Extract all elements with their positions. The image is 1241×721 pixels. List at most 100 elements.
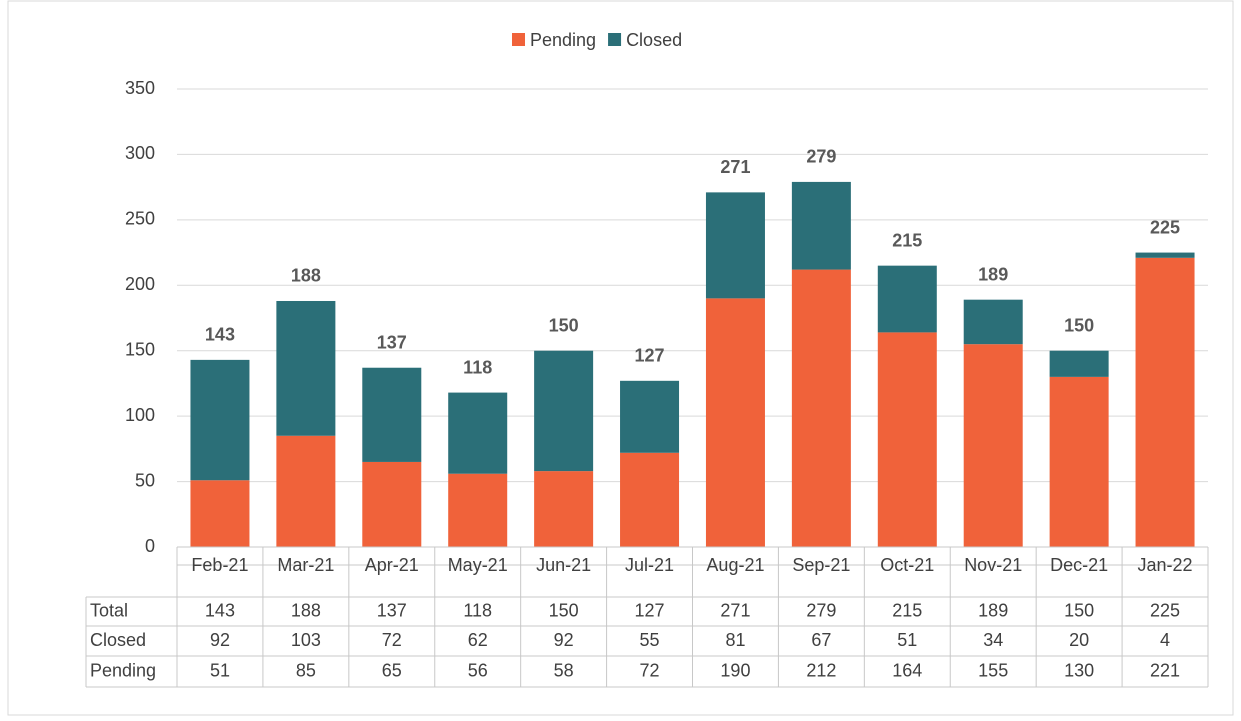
y-tick-label: 50	[135, 470, 155, 490]
total-label: 215	[892, 230, 922, 250]
y-tick-label: 250	[125, 209, 155, 229]
table-cell: 164	[892, 660, 922, 680]
total-label: 150	[1064, 315, 1094, 335]
table-cell: 150	[549, 600, 579, 620]
table-cell: 118	[463, 600, 492, 620]
bar-segment	[877, 265, 937, 333]
chart-border	[7, 0, 1234, 716]
table-cell: 188	[291, 600, 321, 620]
table-cell: 92	[554, 630, 574, 650]
bar-segment	[448, 473, 508, 547]
table-cell: 56	[468, 660, 488, 680]
x-tick-label: Aug-21	[706, 555, 764, 575]
legend-swatch	[512, 33, 525, 46]
table-cell: 72	[640, 660, 660, 680]
table-cell: 55	[640, 630, 660, 650]
table-cell: 189	[978, 600, 1008, 620]
total-label: 127	[635, 346, 665, 366]
x-tick-label: Jul-21	[625, 555, 674, 575]
table-cell: 34	[983, 630, 1003, 650]
x-tick-label: Dec-21	[1050, 555, 1108, 575]
x-tick-label: Nov-21	[964, 555, 1022, 575]
total-label: 189	[978, 264, 1008, 284]
y-tick-label: 150	[125, 339, 155, 359]
table-cell: 62	[468, 630, 488, 650]
bar-segment	[1135, 257, 1195, 547]
x-tick-label: Mar-21	[277, 555, 334, 575]
bar-segment	[1135, 252, 1195, 258]
bar-segment	[877, 332, 937, 547]
table-cell: 81	[725, 630, 745, 650]
bar-segment	[534, 471, 594, 547]
total-label: 188	[291, 266, 321, 286]
table-cell: 72	[382, 630, 402, 650]
bar-segment	[791, 181, 851, 270]
total-label: 279	[806, 147, 836, 167]
table-cell: 215	[892, 600, 922, 620]
table-cell: 85	[296, 660, 316, 680]
bar-segment	[620, 452, 680, 547]
bar-segment	[963, 299, 1023, 345]
table-cell: 67	[811, 630, 831, 650]
x-tick-label: Apr-21	[365, 555, 419, 575]
table-cell: 225	[1150, 600, 1180, 620]
bar-segment	[276, 300, 336, 436]
legend-label: Closed	[626, 30, 682, 50]
x-tick-label: Feb-21	[191, 555, 248, 575]
total-label: 143	[205, 325, 235, 345]
table-row-label: Pending	[90, 660, 156, 680]
table-cell: 58	[554, 660, 574, 680]
table-cell: 279	[806, 600, 836, 620]
table-cell: 150	[1064, 600, 1094, 620]
table-cell: 92	[210, 630, 230, 650]
total-label: 137	[377, 332, 407, 352]
bar-segment	[190, 480, 250, 547]
bar-segment	[276, 435, 336, 547]
table-cell: 20	[1069, 630, 1089, 650]
bar-segment	[1049, 350, 1109, 377]
bar-segment	[190, 359, 250, 481]
table-row-label: Closed	[90, 630, 146, 650]
total-label: 118	[463, 357, 492, 377]
x-tick-label: Oct-21	[880, 555, 934, 575]
y-tick-label: 0	[145, 536, 155, 556]
legend-label: Pending	[530, 30, 596, 50]
table-cell: 127	[635, 600, 665, 620]
total-label: 150	[549, 315, 579, 335]
table-cell: 155	[978, 660, 1008, 680]
bar-segment	[1049, 376, 1109, 547]
table-row-label: Total	[90, 600, 128, 620]
legend-swatch	[608, 33, 622, 46]
total-label: 225	[1150, 217, 1180, 237]
table-cell: 4	[1160, 630, 1170, 650]
table-cell: 221	[1150, 660, 1180, 680]
total-label: 271	[720, 157, 750, 177]
table-cell: 51	[210, 660, 230, 680]
table-cell: 271	[720, 600, 750, 620]
table-cell: 143	[205, 600, 235, 620]
x-tick-label: Sep-21	[792, 555, 850, 575]
bar-segment	[705, 192, 765, 299]
y-tick-label: 350	[125, 78, 155, 98]
bar-segment	[963, 344, 1023, 547]
table-cell: 130	[1064, 660, 1094, 680]
y-tick-label: 100	[125, 405, 155, 425]
bar-segment	[534, 350, 594, 472]
bar-segment	[620, 380, 680, 453]
x-tick-label: May-21	[448, 555, 508, 575]
table-cell: 51	[897, 630, 917, 650]
bar-segment	[448, 392, 508, 474]
x-tick-label: Jan-22	[1138, 555, 1193, 575]
x-tick-label: Jun-21	[536, 555, 591, 575]
bar-segment	[791, 269, 851, 547]
table-cell: 212	[806, 660, 836, 680]
bar-segment	[362, 461, 422, 547]
table-cell: 65	[382, 660, 402, 680]
bar-segment	[362, 367, 422, 462]
y-tick-label: 300	[125, 143, 155, 163]
bar-segment	[705, 298, 765, 547]
y-tick-label: 200	[125, 274, 155, 294]
table-cell: 190	[720, 660, 750, 680]
table-cell: 137	[377, 600, 407, 620]
